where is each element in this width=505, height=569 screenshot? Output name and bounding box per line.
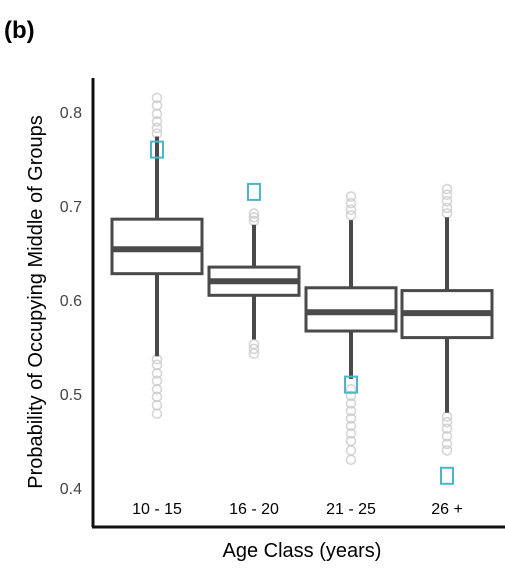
outlier-point bbox=[441, 430, 453, 442]
plot-area bbox=[110, 92, 494, 485]
observed-marker bbox=[150, 140, 164, 159]
outlier-point bbox=[345, 435, 357, 447]
outlier-point bbox=[151, 122, 163, 134]
outlier-point bbox=[248, 343, 260, 355]
box-group bbox=[110, 92, 204, 420]
box-group bbox=[207, 182, 301, 359]
outlier-point bbox=[151, 92, 163, 104]
x-category-label: 10 - 15 bbox=[132, 501, 182, 518]
y-tick-label: 0.8 bbox=[60, 105, 82, 122]
y-tick-labels: 0.4 0.5 0.6 0.7 0.8 bbox=[60, 105, 82, 498]
x-category-label: 26 + bbox=[431, 501, 463, 518]
panel-label: (b) bbox=[4, 17, 35, 44]
outlier-point bbox=[345, 445, 357, 456]
outlier-point bbox=[441, 423, 453, 435]
outlier-point bbox=[151, 399, 163, 411]
outlier-point bbox=[441, 438, 453, 450]
outlier-point bbox=[345, 398, 357, 409]
y-tick-label: 0.7 bbox=[60, 199, 82, 216]
outlier-point bbox=[345, 197, 357, 209]
outlier-point bbox=[345, 383, 357, 395]
outlier-point bbox=[345, 210, 357, 221]
outlier-point bbox=[345, 420, 357, 432]
outlier-point bbox=[441, 196, 453, 207]
box-group bbox=[400, 183, 494, 485]
x-axis-title: Age Class (years) bbox=[223, 540, 382, 562]
outlier-point bbox=[345, 191, 357, 202]
outlier-point bbox=[248, 208, 260, 219]
outlier-point bbox=[441, 416, 453, 428]
outlier-point bbox=[441, 189, 453, 201]
outlier-point bbox=[151, 116, 163, 127]
outlier-point bbox=[441, 183, 453, 195]
outlier-point bbox=[151, 408, 163, 420]
y-tick-label: 0.6 bbox=[60, 293, 82, 310]
outlier-point bbox=[248, 338, 260, 350]
outlier-point bbox=[345, 405, 357, 417]
outlier-point bbox=[151, 359, 163, 371]
outlier-point bbox=[345, 428, 357, 439]
outlier-point bbox=[345, 454, 357, 466]
observed-marker bbox=[440, 466, 454, 485]
y-axis-title: Probability of Occupying Middle of Group… bbox=[25, 115, 47, 489]
outlier-point bbox=[345, 390, 357, 402]
box-group bbox=[304, 191, 398, 466]
observed-marker bbox=[344, 375, 358, 394]
outlier-point bbox=[345, 204, 357, 216]
outlier-point bbox=[345, 413, 357, 424]
y-tick-label: 0.4 bbox=[60, 481, 82, 498]
y-tick-label: 0.5 bbox=[60, 387, 82, 404]
x-category-label: 21 - 25 bbox=[326, 501, 376, 518]
outlier-point bbox=[248, 211, 260, 223]
observed-marker bbox=[247, 182, 261, 201]
outlier-point bbox=[151, 100, 163, 111]
outlier-point bbox=[151, 391, 163, 403]
outlier-point bbox=[441, 202, 453, 214]
outlier-point bbox=[441, 445, 453, 456]
outlier-point bbox=[151, 375, 163, 387]
x-category-labels: 10 - 15 16 - 20 21 - 25 26 + bbox=[132, 501, 463, 518]
outlier-point bbox=[441, 411, 453, 422]
x-category-label: 16 - 20 bbox=[229, 501, 279, 518]
